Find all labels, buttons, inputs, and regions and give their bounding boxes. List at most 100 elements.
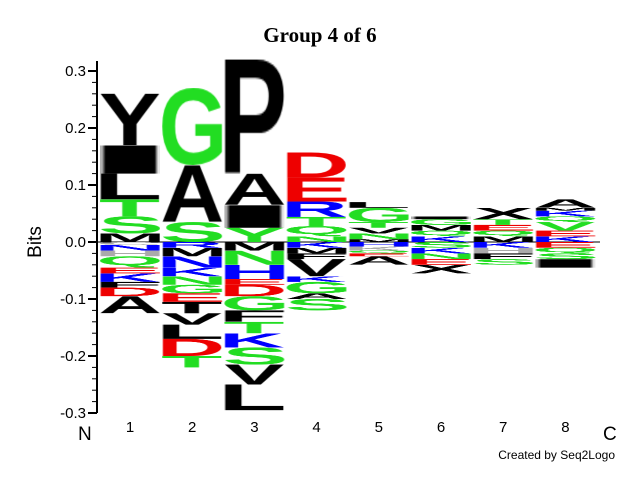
letter-E [100, 267, 160, 274]
letter-M [411, 224, 471, 231]
letter-S [100, 216, 160, 234]
letter-X [473, 207, 534, 220]
letter-M [100, 233, 160, 242]
letter-H [348, 242, 409, 247]
letter-T [473, 219, 534, 225]
chart-title: Group 4 of 6 [263, 23, 376, 47]
letter-K [535, 210, 596, 217]
letter-T [224, 321, 285, 334]
y-tick-label: 0.2 [65, 120, 86, 137]
letter-D [162, 338, 223, 356]
letter-S [224, 347, 285, 365]
letter-M [162, 247, 223, 257]
letter-Q [473, 230, 534, 237]
letter-F [286, 253, 347, 260]
position-stack-2 [162, 88, 223, 368]
letter-N [411, 253, 471, 260]
letter-M [535, 207, 596, 211]
letter-F [100, 281, 160, 288]
letter-H [473, 247, 534, 254]
y-tick-label: -0.3 [60, 405, 86, 422]
letter-C [100, 242, 160, 245]
letter-T [162, 356, 223, 368]
letter-Q [348, 250, 409, 254]
position-stack-7 [473, 207, 534, 265]
letter-K [162, 267, 223, 277]
letter-K [348, 246, 409, 251]
letter-K [286, 276, 347, 282]
letter-M [286, 247, 347, 254]
position-stack-6 [411, 216, 471, 274]
letter-F [473, 253, 534, 260]
letter-G [411, 219, 471, 225]
letter-N [162, 256, 223, 268]
letter-S [162, 222, 223, 242]
letter-E [535, 230, 596, 237]
position-stack-1 [100, 93, 160, 314]
letter-E [348, 253, 409, 257]
letter-A [286, 293, 347, 299]
x-tick-label: 5 [375, 419, 383, 436]
credit-text: Created by Seq2Logo [498, 448, 615, 462]
letter-E [224, 279, 285, 285]
letter-Q [535, 216, 596, 223]
letter-S [535, 253, 596, 260]
x-tick-label: 1 [126, 419, 134, 436]
letter-I [100, 145, 160, 174]
letter-Q [411, 230, 471, 237]
letter-V [286, 259, 347, 277]
letter-K [411, 236, 471, 242]
x-tick-label: 6 [437, 419, 445, 436]
letter-M [473, 236, 534, 242]
letter-K [224, 333, 285, 348]
y-tick-label: 0.1 [65, 177, 86, 194]
letter-H [224, 264, 285, 280]
letter-V [348, 227, 409, 234]
letter-N [224, 250, 285, 265]
letter-E [162, 293, 223, 302]
letter-I [224, 204, 285, 228]
letter-H [100, 250, 160, 257]
letter-G [162, 88, 223, 166]
letter-E [535, 242, 596, 248]
letter-K [473, 242, 534, 248]
letter-G [348, 207, 409, 223]
letter-I [411, 216, 471, 220]
letter-Y [224, 227, 285, 242]
letter-T [100, 199, 160, 217]
logo-stacks [100, 59, 596, 411]
letter-L [224, 384, 285, 411]
letter-K [535, 236, 596, 242]
x-tick-label: 2 [188, 419, 196, 436]
x-tick-label: 8 [561, 419, 569, 436]
x-axis-ticks: 1 2 3 4 5 6 7 8 [126, 419, 570, 436]
letter-T [286, 216, 347, 227]
letter-D [286, 152, 347, 178]
letter-V [535, 222, 596, 231]
letter-G [286, 281, 347, 294]
letter-K [286, 242, 347, 248]
letter-V [224, 364, 285, 385]
y-tick-label: 0.0 [65, 234, 86, 251]
letter-N [100, 244, 160, 251]
letter-I [535, 259, 596, 268]
letter-N [286, 236, 347, 242]
y-axis-label: Bits [25, 226, 46, 258]
letter-M [224, 242, 285, 251]
letter-K [100, 273, 160, 282]
letter-A [535, 199, 596, 208]
letter-X [411, 264, 471, 274]
letter-R [286, 201, 347, 217]
letter-A [100, 296, 160, 314]
letter-P [224, 59, 285, 174]
position-stack-3 [224, 59, 285, 411]
letter-E [411, 259, 471, 265]
letter-A [348, 256, 409, 265]
x-tick-label: 4 [312, 419, 320, 436]
letter-M [348, 239, 409, 242]
letter-Q [535, 247, 596, 254]
x-tick-label: 7 [499, 419, 507, 436]
letter-Y [100, 93, 160, 146]
